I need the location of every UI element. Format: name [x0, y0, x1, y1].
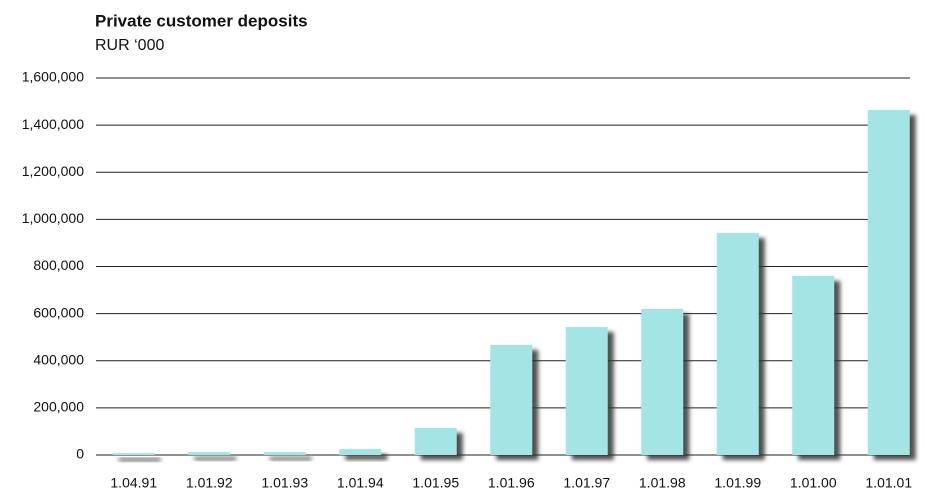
x-tick-label: 1.01.96	[488, 475, 535, 489]
x-tick-label: 1.01.97	[563, 475, 610, 489]
x-tick-label: 1.04.91	[110, 475, 157, 489]
bar	[414, 427, 457, 455]
chart-title: Private customer deposits	[95, 11, 308, 30]
x-tick-label: 1.01.98	[639, 475, 686, 489]
chart-subtitle: RUR ‘000	[95, 37, 164, 54]
y-tick-label: 1,600,000	[22, 69, 84, 85]
bar	[565, 327, 608, 455]
y-tick-label: 0	[76, 446, 84, 462]
y-tick-label: 1,200,000	[22, 163, 84, 179]
bar-shadow	[118, 458, 161, 462]
bar-shadow	[345, 454, 388, 460]
bar	[641, 308, 684, 455]
bar	[188, 452, 231, 455]
y-tick-label: 1,400,000	[22, 116, 84, 132]
bar	[792, 275, 835, 455]
bar	[112, 453, 155, 455]
bar-shadow	[269, 457, 312, 461]
x-tick-label: 1.01.99	[714, 475, 761, 489]
bar	[490, 344, 533, 455]
bar	[716, 233, 759, 455]
x-tick-label: 1.01.94	[337, 475, 384, 489]
y-tick-label: 800,000	[33, 257, 84, 273]
y-tick-label: 400,000	[33, 351, 84, 367]
bar-shadow	[194, 457, 237, 461]
y-tick-label: 600,000	[33, 304, 84, 320]
x-tick-label: 1.01.93	[261, 475, 308, 489]
x-tick-label: 1.01.00	[790, 475, 837, 489]
y-tick-label: 1,000,000	[22, 210, 84, 226]
bar	[263, 452, 306, 455]
bar	[339, 449, 382, 455]
x-tick-label: 1.01.92	[186, 475, 233, 489]
bar	[867, 110, 910, 456]
y-tick-label: 200,000	[33, 399, 84, 415]
x-tick-label: 1.01.01	[865, 475, 912, 489]
x-tick-label: 1.01.95	[412, 475, 459, 489]
